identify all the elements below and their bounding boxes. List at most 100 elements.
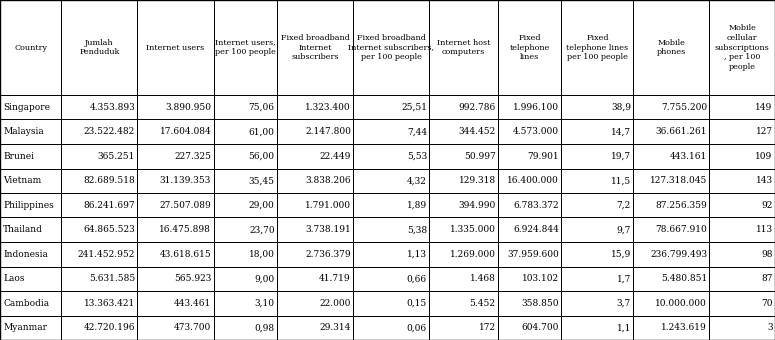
Text: 82.689.518: 82.689.518 [84,176,135,185]
Text: 7,2: 7,2 [617,201,631,210]
Text: 236.799.493: 236.799.493 [650,250,707,259]
Bar [214,267,277,291]
Text: 1.243.619: 1.243.619 [661,323,707,332]
Bar [137,267,214,291]
Bar [633,95,709,119]
Bar [498,0,561,95]
Bar [277,119,353,144]
Text: 127.318.045: 127.318.045 [649,176,707,185]
Bar [709,291,775,316]
Text: 50.997: 50.997 [464,152,496,161]
Text: 172: 172 [478,323,496,332]
Bar [61,169,137,193]
Text: 14,7: 14,7 [611,127,631,136]
Text: 70: 70 [761,299,773,308]
Bar [0,193,61,218]
Bar [0,169,61,193]
Bar [61,144,137,169]
Bar [277,218,353,242]
Text: 149: 149 [756,103,773,112]
Bar [429,0,498,95]
Bar [61,291,137,316]
Text: 16.475.898: 16.475.898 [160,225,212,234]
Text: 3,7: 3,7 [617,299,631,308]
Bar [137,291,214,316]
Text: 5.631.585: 5.631.585 [89,274,135,283]
Bar [214,119,277,144]
Text: 2.147.800: 2.147.800 [305,127,351,136]
Bar [277,95,353,119]
Text: Fixed broadband
Internet
subscribers: Fixed broadband Internet subscribers [281,34,350,61]
Text: 37.959.600: 37.959.600 [508,250,559,259]
Bar [0,119,61,144]
Bar [709,169,775,193]
Text: 36.661.261: 36.661.261 [656,127,707,136]
Bar [137,95,214,119]
Text: Fixed broadband
Internet subscribers,
per 100 people: Fixed broadband Internet subscribers, pe… [348,34,434,61]
Text: 87: 87 [761,274,773,283]
Text: 473.700: 473.700 [174,323,212,332]
Bar [137,193,214,218]
Bar [353,242,429,267]
Bar [137,242,214,267]
Text: Internet host
computers: Internet host computers [437,39,491,56]
Bar [429,316,498,340]
Text: Cambodia: Cambodia [3,299,50,308]
Text: 1,1: 1,1 [617,323,631,332]
Bar [214,169,277,193]
Bar [498,95,561,119]
Bar [633,169,709,193]
Bar [709,95,775,119]
Bar [353,0,429,95]
Text: 19,7: 19,7 [611,152,631,161]
Bar [498,144,561,169]
Text: 98: 98 [761,250,773,259]
Bar [633,218,709,242]
Text: 1.791.000: 1.791.000 [305,201,351,210]
Bar [214,193,277,218]
Bar [633,316,709,340]
Bar [429,95,498,119]
Text: 56,00: 56,00 [249,152,274,161]
Bar [214,218,277,242]
Bar [353,193,429,218]
Text: 4.573.000: 4.573.000 [513,127,559,136]
Text: Mobile
phones: Mobile phones [656,39,686,56]
Text: 1,89: 1,89 [407,201,427,210]
Text: 18,00: 18,00 [249,250,274,259]
Text: 87.256.359: 87.256.359 [656,201,707,210]
Text: 0,98: 0,98 [254,323,274,332]
Bar [709,267,775,291]
Text: 2.736.379: 2.736.379 [305,250,351,259]
Bar [61,316,137,340]
Text: 992.786: 992.786 [459,103,496,112]
Text: 42.720.196: 42.720.196 [84,323,135,332]
Bar [0,242,61,267]
Text: 11,5: 11,5 [611,176,631,185]
Text: 344.452: 344.452 [459,127,496,136]
Text: 16.400.000: 16.400.000 [508,176,559,185]
Text: 7,44: 7,44 [407,127,427,136]
Text: 41.719: 41.719 [319,274,351,283]
Bar [277,169,353,193]
Text: 22.000: 22.000 [319,299,351,308]
Bar [498,316,561,340]
Text: 9,00: 9,00 [254,274,274,283]
Text: 75,06: 75,06 [249,103,274,112]
Bar [429,144,498,169]
Text: 113: 113 [756,225,773,234]
Text: 0,66: 0,66 [407,274,427,283]
Text: 5.452: 5.452 [470,299,496,308]
Bar [561,242,633,267]
Text: 365.251: 365.251 [98,152,135,161]
Bar [353,169,429,193]
Bar [277,316,353,340]
Bar [353,267,429,291]
Text: 443.461: 443.461 [174,299,212,308]
Bar [353,316,429,340]
Text: 13.363.421: 13.363.421 [84,299,135,308]
Bar [61,119,137,144]
Text: 3,10: 3,10 [255,299,274,308]
Bar [633,291,709,316]
Bar [0,95,61,119]
